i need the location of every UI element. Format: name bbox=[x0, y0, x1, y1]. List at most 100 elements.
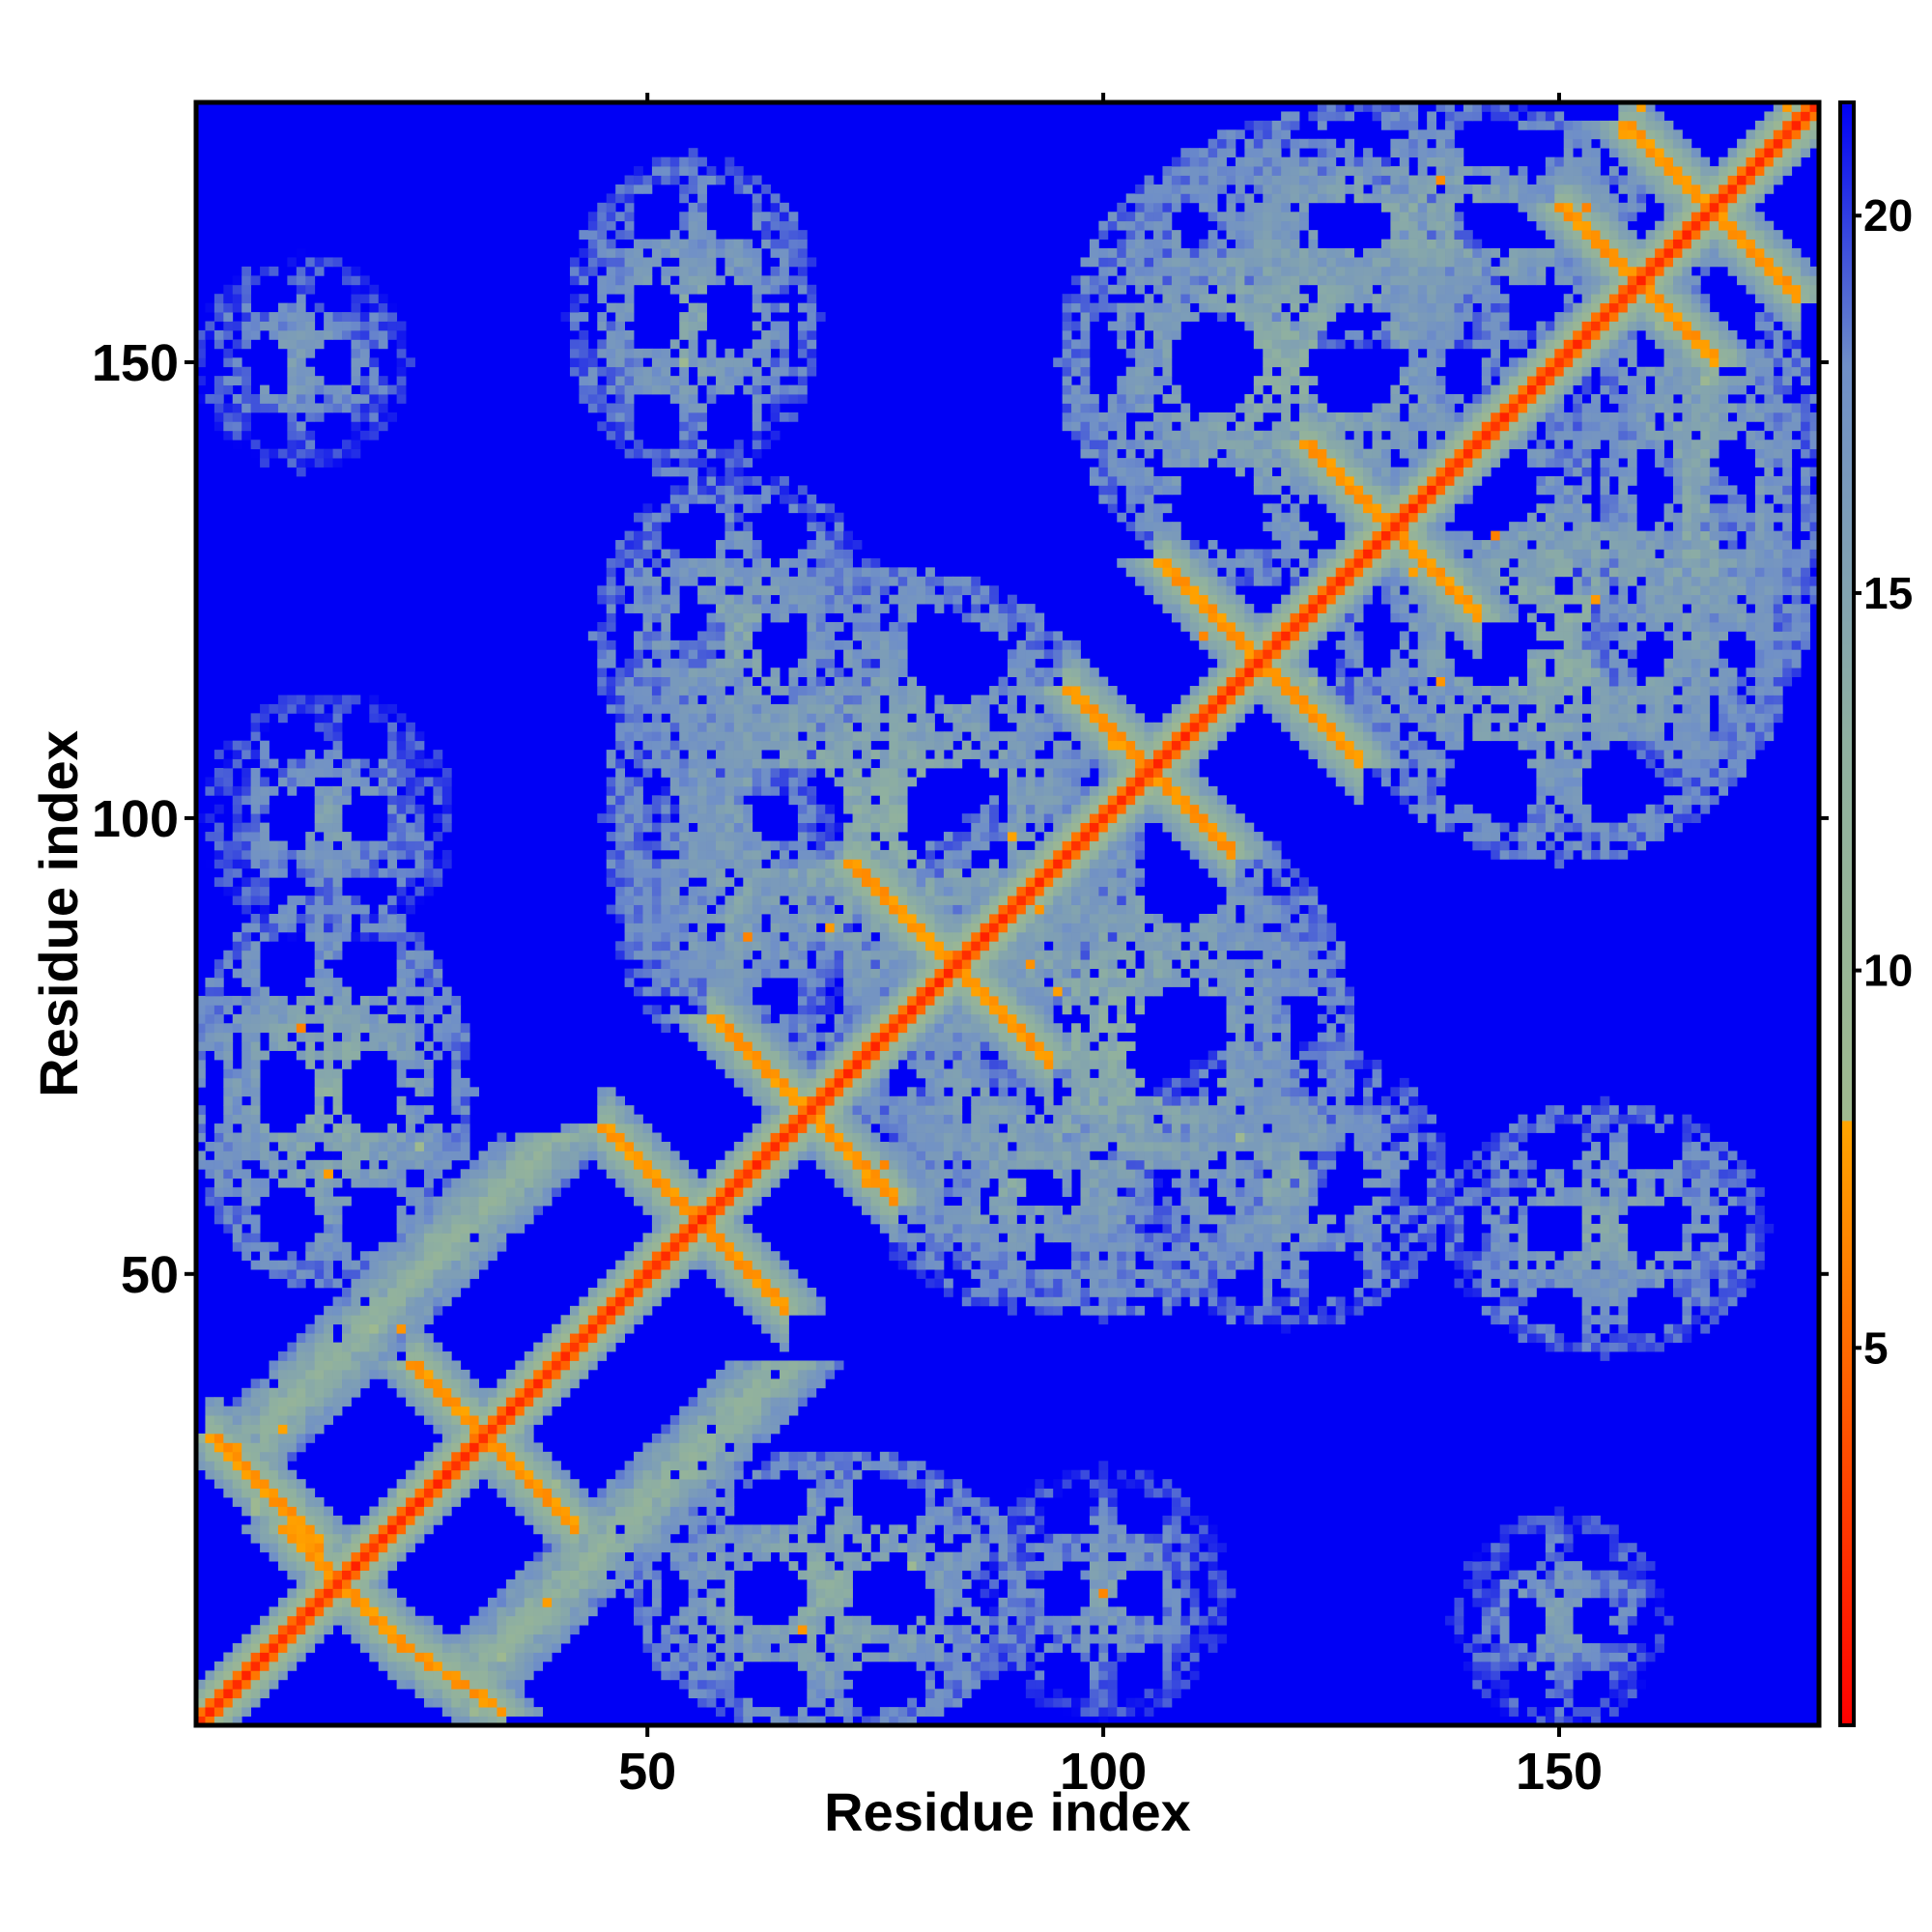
heatmap-cell bbox=[642, 1241, 653, 1252]
heatmap-cell bbox=[542, 1406, 553, 1416]
heatmap-cell bbox=[269, 1032, 279, 1042]
heatmap-cell bbox=[634, 1561, 643, 1571]
heatmap-cell bbox=[414, 941, 425, 952]
heatmap-cell bbox=[606, 302, 616, 313]
heatmap-cell bbox=[669, 604, 680, 613]
heatmap-cell bbox=[505, 1397, 516, 1407]
heatmap-cell bbox=[351, 1041, 361, 1051]
heatmap-cell bbox=[669, 1625, 680, 1635]
heatmap-cell bbox=[661, 740, 671, 751]
heatmap-cell bbox=[387, 904, 398, 915]
heatmap-cell bbox=[460, 1269, 470, 1279]
heatmap-cell bbox=[743, 713, 753, 724]
heatmap-cell bbox=[460, 1433, 470, 1443]
heatmap-cell bbox=[324, 384, 333, 395]
heatmap-cell bbox=[743, 1524, 753, 1535]
heatmap-cell bbox=[669, 594, 680, 605]
heatmap-cell bbox=[242, 832, 252, 841]
heatmap-cell bbox=[706, 275, 717, 286]
heatmap-cell bbox=[634, 239, 643, 249]
heatmap-cell bbox=[287, 1524, 298, 1535]
heatmap-cell bbox=[752, 686, 762, 696]
heatmap-cell bbox=[724, 639, 735, 650]
heatmap-cell bbox=[679, 576, 690, 586]
heatmap-cell bbox=[488, 1689, 497, 1699]
heatmap-cell bbox=[780, 275, 789, 286]
heatmap-cell bbox=[406, 1269, 415, 1279]
heatmap-cell bbox=[706, 166, 717, 176]
heatmap-cell bbox=[296, 1570, 306, 1580]
heatmap-cell bbox=[387, 849, 398, 860]
heatmap-cell bbox=[679, 1187, 690, 1197]
heatmap-cell bbox=[213, 1661, 224, 1671]
heatmap-cell bbox=[587, 230, 598, 240]
heatmap-cell bbox=[196, 1105, 206, 1116]
heatmap-cell bbox=[679, 1251, 690, 1262]
heatmap-cell bbox=[542, 1169, 553, 1179]
heatmap-cell bbox=[242, 1068, 252, 1079]
heatmap-cell bbox=[724, 1697, 735, 1708]
heatmap-cell bbox=[743, 914, 753, 923]
heatmap-cell bbox=[488, 1159, 497, 1170]
heatmap-cell bbox=[305, 914, 316, 923]
heatmap-cell bbox=[406, 1187, 415, 1197]
heatmap-cell bbox=[223, 1151, 234, 1161]
heatmap-cell bbox=[332, 257, 343, 268]
heatmap-cell bbox=[324, 1141, 333, 1151]
heatmap-cell bbox=[669, 1269, 680, 1279]
heatmap-cell bbox=[469, 1196, 479, 1207]
heatmap-cell bbox=[788, 412, 799, 422]
heatmap-cell bbox=[232, 740, 242, 751]
heatmap-cell bbox=[242, 795, 252, 806]
heatmap-cell bbox=[287, 275, 298, 286]
heatmap-cell bbox=[205, 1442, 215, 1453]
heatmap-cell bbox=[606, 193, 616, 204]
heatmap-cell bbox=[533, 1561, 544, 1571]
heatmap-cell bbox=[788, 722, 799, 732]
heatmap-cell bbox=[706, 695, 717, 705]
heatmap-cell bbox=[615, 329, 625, 340]
heatmap-cell bbox=[642, 1269, 653, 1279]
heatmap-cell bbox=[724, 1287, 735, 1297]
heatmap-cell bbox=[332, 1178, 343, 1188]
heatmap-cell bbox=[305, 1415, 316, 1425]
heatmap-cell bbox=[706, 1023, 717, 1034]
heatmap-cell bbox=[597, 1132, 608, 1143]
heatmap-cell bbox=[770, 1707, 781, 1717]
heatmap-cell bbox=[387, 795, 398, 806]
heatmap-cell bbox=[642, 1479, 653, 1490]
heatmap-cell bbox=[277, 1141, 288, 1151]
heatmap-cell bbox=[351, 1141, 361, 1151]
heatmap-cell bbox=[761, 329, 772, 340]
heatmap-cell bbox=[697, 676, 707, 687]
heatmap-cell bbox=[232, 1442, 242, 1453]
heatmap-cell bbox=[706, 248, 717, 258]
heatmap-cell bbox=[642, 376, 653, 385]
heatmap-cell bbox=[460, 1369, 470, 1379]
heatmap-cell bbox=[597, 1315, 608, 1325]
heatmap-cell bbox=[761, 1159, 772, 1170]
heatmap-cell bbox=[277, 1615, 288, 1626]
heatmap-cell bbox=[651, 1296, 662, 1307]
heatmap-cell bbox=[242, 740, 252, 751]
heatmap-cell bbox=[624, 840, 635, 851]
heatmap-cell bbox=[679, 1406, 690, 1416]
heatmap-cell bbox=[423, 1697, 434, 1708]
heatmap-cell bbox=[505, 1661, 516, 1671]
heatmap-cell bbox=[223, 421, 234, 432]
heatmap-cell bbox=[497, 1233, 507, 1243]
heatmap-cell bbox=[651, 1278, 662, 1289]
heatmap-cell bbox=[761, 1643, 772, 1653]
heatmap-cell bbox=[277, 448, 288, 459]
heatmap-cell bbox=[761, 886, 772, 896]
heatmap-cell bbox=[724, 914, 735, 923]
heatmap-cell bbox=[724, 1360, 735, 1371]
heatmap-cell bbox=[205, 832, 215, 841]
heatmap-cell bbox=[250, 923, 261, 933]
heatmap-cell bbox=[788, 1369, 799, 1379]
heatmap-cell bbox=[387, 1333, 398, 1343]
heatmap-cell bbox=[634, 1615, 643, 1626]
heatmap-cell bbox=[624, 1488, 635, 1498]
heatmap-cell bbox=[715, 914, 725, 923]
heatmap-cell bbox=[232, 1013, 242, 1024]
